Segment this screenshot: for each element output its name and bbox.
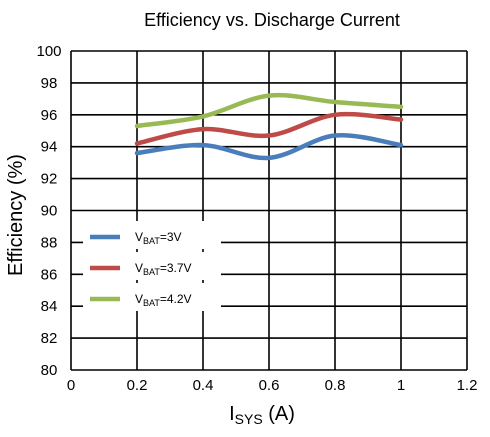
tick-labels: 80 82 84 86 88 90 92 94 96 98 100 0 0.2 0.4 0.6 0.8 1 1.2 <box>36 43 477 394</box>
x-axis-label: ISYS (A) <box>229 403 295 427</box>
chart-title: Efficiency vs. Discharge Current <box>144 10 400 30</box>
y-axis-label: Efficiency (%) <box>5 154 27 276</box>
y-tick-label: 94 <box>41 139 58 156</box>
legend: VBAT=3V VBAT=3.7V VBAT=4.2V <box>83 221 221 311</box>
series-line-2 <box>134 111 404 146</box>
x-tick-label: 0.4 <box>193 377 214 394</box>
y-tick-label: 80 <box>41 362 58 379</box>
legend-label: VBAT=3.7V <box>135 261 192 277</box>
legend-label: VBAT=3V <box>135 230 182 246</box>
y-tick-label: 92 <box>41 171 58 188</box>
y-tick-label: 98 <box>41 75 58 92</box>
x-tick-label: 0.8 <box>325 377 346 394</box>
y-tick-label: 84 <box>41 298 58 315</box>
series-line-3 <box>134 92 404 129</box>
x-tick-label: 0.2 <box>127 377 148 394</box>
series-lines <box>134 92 404 161</box>
y-tick-label: 88 <box>41 234 58 251</box>
y-tick-label: 96 <box>41 107 58 124</box>
x-tick-label: 1.2 <box>457 377 478 394</box>
legend-label: VBAT=4.2V <box>135 292 192 308</box>
x-tick-label: 0 <box>67 377 75 394</box>
grid <box>70 50 468 371</box>
series-line-1 <box>134 133 404 161</box>
x-tick-label: 0.6 <box>259 377 280 394</box>
y-tick-label: 90 <box>41 203 58 220</box>
y-tick-label: 100 <box>36 43 61 60</box>
y-tick-label: 82 <box>41 330 58 347</box>
y-tick-label: 86 <box>41 266 58 283</box>
x-tick-label: 1 <box>397 377 405 394</box>
